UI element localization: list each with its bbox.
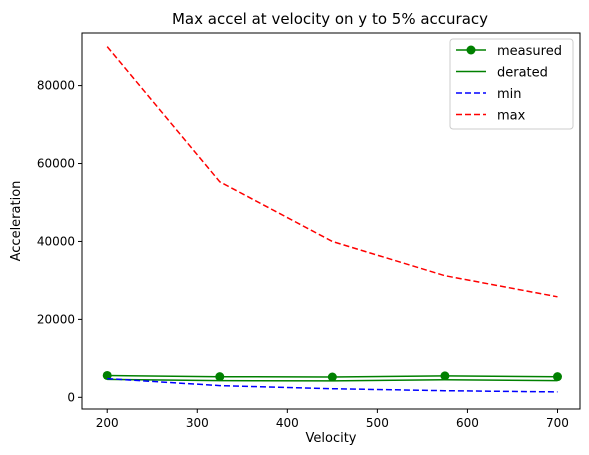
y-tick-label: 60000 xyxy=(37,157,75,171)
x-tick-label: 200 xyxy=(96,416,119,430)
data-point-measured xyxy=(552,372,562,382)
legend-label-max: max xyxy=(497,109,526,124)
y-tick-label: 80000 xyxy=(37,79,75,93)
legend-marker-measured xyxy=(466,45,476,55)
y-tick-label: 0 xyxy=(67,390,75,404)
data-point-measured xyxy=(440,371,450,381)
legend-box xyxy=(449,38,574,130)
series-line-derated xyxy=(107,378,558,382)
x-tick-label: 700 xyxy=(546,416,569,430)
data-point-measured xyxy=(327,372,337,382)
legend-label-measured: measured xyxy=(497,44,562,59)
legend-label-derated: derated xyxy=(497,66,548,81)
x-tick-label: 500 xyxy=(366,416,389,430)
data-point-measured xyxy=(215,372,225,382)
series-line-max xyxy=(106,46,558,298)
legend: measured derated min max xyxy=(449,38,574,130)
y-tick-label: 20000 xyxy=(37,312,75,326)
x-tick-label: 300 xyxy=(186,416,209,430)
x-tick-label: 400 xyxy=(276,416,299,430)
plot-frame xyxy=(81,32,581,410)
y-axis-label: Acceleration xyxy=(9,181,24,262)
series-line-min xyxy=(107,377,558,393)
x-axis-label: Velocity xyxy=(306,431,357,446)
data-point-measured xyxy=(102,370,112,380)
chart-title: Max accel at velocity on y to 5% accurac… xyxy=(172,10,488,28)
y-tick-label: 40000 xyxy=(37,234,75,248)
x-tick-label: 600 xyxy=(456,416,479,430)
legend-label-min: min xyxy=(497,87,522,102)
